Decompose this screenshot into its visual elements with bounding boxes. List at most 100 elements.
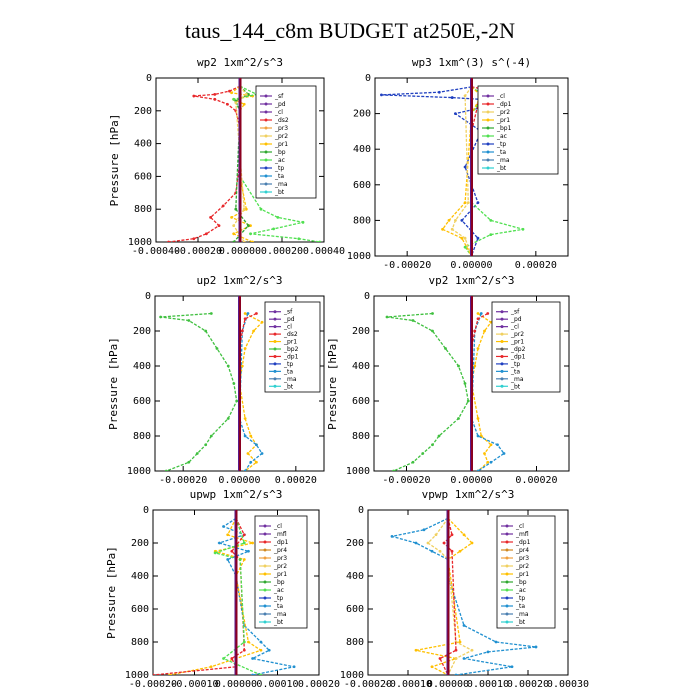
legend-marker [263,532,267,536]
data-point-pr2 [244,93,248,96]
panel-title: vp2 1xm^2/s^3 [428,274,514,287]
legend-marker [263,604,267,608]
data-point-ds2 [213,93,217,96]
legend-marker [486,158,490,162]
legend-marker [500,347,504,351]
data-point-dp1 [450,533,454,537]
legend-marker [264,150,268,154]
legend-label: _ta [273,603,283,610]
data-point-bp [234,207,238,211]
data-point-ta [422,528,426,532]
data-point-dp1 [450,549,454,553]
data-point-tp [460,219,464,222]
data-point-ds2 [213,97,217,101]
panel-title: wp3 1xm^(3) s^(-4) [412,56,531,69]
data-point-pr1 [230,216,234,219]
legend-label: _bp [515,579,527,586]
legend-marker [486,126,490,130]
data-point-bp2 [209,434,213,438]
y-tick-label: 0 [143,505,149,516]
data-point-dp1 [438,657,442,660]
legend-label: _ds2 [274,117,289,124]
y-tick-label: 0 [146,73,152,84]
legend-label: _cl [510,324,519,331]
legend-marker [273,377,277,381]
data-point-pr1 [252,329,255,333]
legend-marker [500,354,504,358]
y-tick-label: 1000 [346,466,370,477]
x-tick-label: 0.00020 [261,246,303,257]
data-point-pr1 [414,648,418,652]
data-point-ac [272,227,275,231]
plot-area [167,78,322,242]
legend-label: _dp2 [510,346,526,353]
legend-marker [486,110,490,114]
x-tick-label: 0.00010 [467,679,509,690]
data-point-bp2 [226,417,230,420]
data-point-pr1 [458,640,462,644]
data-point-dp1 [476,317,480,321]
data-point-bp2 [411,460,415,464]
x-tick-label: 0.00000 [450,475,492,486]
legend-label: _bt [274,189,285,196]
legend-label: _pr1 [283,339,297,346]
legend-label: _tp [273,595,283,602]
legend-label: _dp1 [283,353,299,360]
data-point-pr1 [251,541,255,545]
legend-label: _mfl [515,531,529,538]
legend-label: _bt [515,619,526,626]
panel-wp2: wp2 1xm^2/s^3 Pressure [hPa] 0 200 400 600 800… [108,56,345,257]
x-tick-label: 0.00010 [256,679,298,690]
legend-label: _cl [283,324,292,331]
data-point-pr1 [489,443,493,447]
legend-label: _ma [274,181,288,188]
x-tick-label: 0.00000 [219,246,261,257]
legend-marker [263,612,267,616]
data-point-pr1 [476,347,480,350]
data-point-pr1 [476,417,480,420]
legend-label: _cl [515,523,524,530]
data-point-ta [489,460,493,464]
legend: _cl_dp1_pr2_pr1_bp1_ac_tp_ta_ma_bt [477,85,559,175]
data-point-pr1 [244,207,248,211]
data-point-bp2 [159,315,163,319]
data-point-ds2 [192,237,196,241]
data-point-ac [213,551,217,555]
legend-label: _pr2 [273,563,287,570]
plot-area [153,510,296,675]
y-tick-label: 600 [353,180,371,191]
data-point-ac [489,233,493,237]
data-point-tp [476,236,480,240]
legend-marker [505,540,509,544]
series-line-bp2 [386,312,469,471]
data-point-pr1 [243,347,247,350]
plot-area [385,296,506,471]
y-tick-label: 600 [346,604,364,615]
legend-marker [505,532,509,536]
data-point-pr1 [255,460,258,464]
data-point-pr2 [463,236,467,240]
legend-marker [505,548,509,552]
y-tick-label: 200 [133,326,151,337]
legend-marker [505,588,509,592]
data-point-ta [226,558,230,561]
data-point-bp2 [431,312,434,315]
legend-marker [264,190,268,194]
legend-marker [264,182,268,186]
data-point-pr2 [232,224,236,228]
data-point-pr2 [470,648,474,652]
y-tick-label: 600 [133,396,151,407]
legend-label: _sf [274,93,284,100]
data-point-pr1 [247,640,250,644]
data-point-bp [232,240,236,242]
data-point-ds2 [209,216,213,219]
data-point-bp2 [187,319,191,322]
legend-marker [500,332,504,336]
legend-marker [273,354,277,358]
legend-marker [505,564,509,568]
data-point-pr2 [438,549,442,553]
data-point-pr1 [249,434,253,438]
data-point-tp [463,165,467,169]
data-point-bp2 [437,434,441,438]
data-point-pr2 [454,219,457,222]
